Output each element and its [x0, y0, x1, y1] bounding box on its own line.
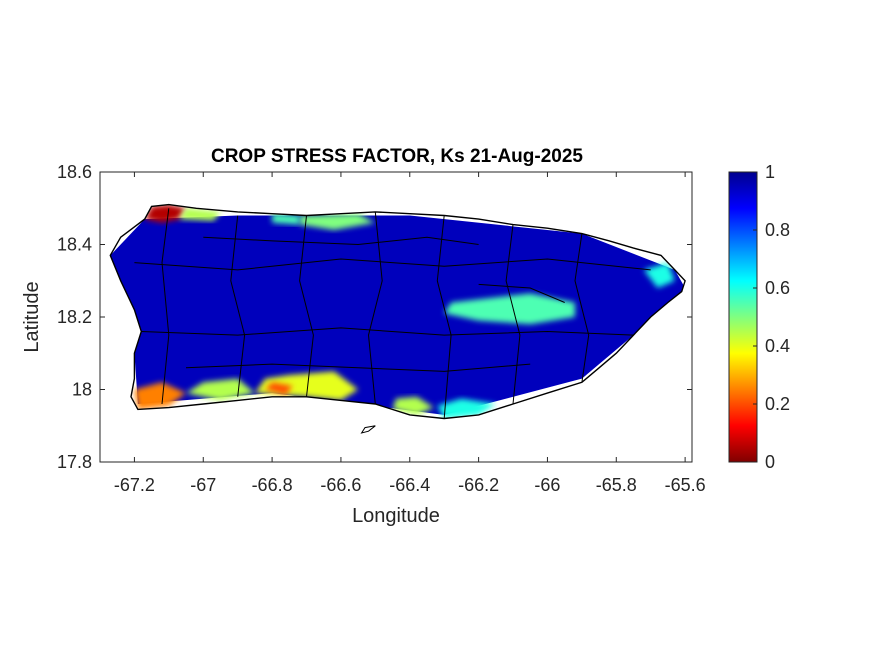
coastline — [109, 203, 686, 434]
municipal-borders — [134, 208, 651, 419]
municipal-border — [185, 363, 531, 372]
colorbar-tick-label: 1 — [765, 162, 775, 182]
chart-title: CROP STRESS FACTOR, Ks 21-Aug-2025 — [211, 146, 583, 167]
x-tick-label: -66.8 — [252, 475, 293, 495]
stress-region — [179, 208, 221, 221]
x-axis-label: Longitude — [352, 505, 440, 527]
y-axis-label: Latitude — [21, 281, 43, 352]
y-tick-label: 17.8 — [57, 452, 92, 472]
colorbar-tick-label: 0 — [765, 452, 775, 472]
x-tick-label: -65.8 — [596, 475, 637, 495]
stress-region — [265, 382, 293, 395]
municipal-border — [161, 208, 170, 405]
municipal-border — [478, 283, 565, 303]
x-tick-label: -66.4 — [389, 475, 430, 495]
colorbar-tick-label: 0.4 — [765, 336, 790, 356]
stress-region — [134, 382, 186, 410]
stress-region — [437, 398, 496, 419]
municipal-border — [574, 233, 590, 383]
municipal-border — [436, 215, 452, 419]
municipal-border — [505, 224, 521, 405]
y-tick-label: 18.6 — [57, 162, 92, 182]
island-outline — [109, 203, 686, 420]
stress-region — [144, 204, 186, 223]
colorbar-tick-label: 0.8 — [765, 220, 790, 240]
y-axis: 18.6 18.4 18.2 18 17.8 — [57, 162, 692, 472]
municipal-border — [134, 258, 651, 271]
stress-region — [299, 213, 376, 230]
y-tick-label: 18.2 — [57, 307, 92, 327]
x-tick-label: -67 — [190, 475, 216, 495]
x-axis: -67.2 -67 -66.8 -66.6 -66.4 -66.2 -66 -65.8 -65.… — [114, 172, 706, 495]
stress-region — [272, 213, 300, 225]
x-tick-label: -67.2 — [114, 475, 155, 495]
stress-region — [444, 293, 575, 325]
x-tick-label: -66.2 — [458, 475, 499, 495]
municipal-border — [230, 215, 246, 397]
colorbar-ticks: 0 0.2 0.4 0.6 0.8 1 — [753, 162, 790, 472]
map-axes: -67.2 -67 -66.8 -66.6 -66.4 -66.2 -66 -65.8 -65.… — [21, 146, 706, 527]
stress-region — [392, 396, 434, 415]
colorbar-tick-label: 0.2 — [765, 394, 790, 414]
municipal-border — [367, 211, 383, 405]
colorbar: 0 0.2 0.4 0.6 0.8 1 — [728, 162, 790, 472]
colorbar-tick-label: 0.6 — [765, 278, 790, 298]
colorbar-gradient — [728, 171, 758, 463]
x-tick-label: -66.6 — [320, 475, 361, 495]
municipal-border — [203, 236, 479, 246]
islet-outline — [360, 425, 376, 434]
y-tick-label: 18.4 — [57, 235, 92, 255]
municipal-border — [141, 327, 634, 336]
stress-region — [643, 262, 675, 288]
x-tick-label: -66 — [534, 475, 560, 495]
x-tick-label: -65.6 — [665, 475, 706, 495]
y-tick-label: 18 — [72, 380, 92, 400]
